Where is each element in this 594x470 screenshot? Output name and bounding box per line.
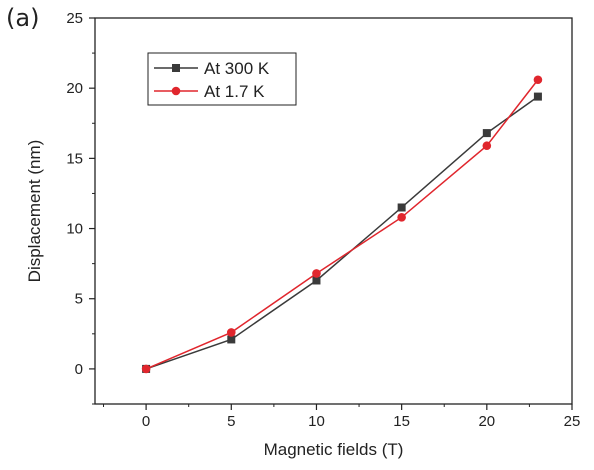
data-point: [482, 141, 492, 151]
y-axis-title: Displacement (nm): [25, 140, 44, 283]
data-point: [533, 75, 543, 85]
x-axis-ticks: 0 5 10 15 20 25: [103, 404, 581, 430]
data-point: [227, 335, 236, 344]
legend-box: [147, 52, 297, 106]
series-at-300k: [142, 92, 542, 373]
x-tick-label: 25: [564, 413, 581, 430]
series-line: [145, 79, 539, 370]
panel-label: (a): [6, 4, 40, 32]
y-tick-label: 25: [66, 10, 83, 27]
legend-label: At 300 K: [204, 59, 270, 78]
data-point: [397, 203, 406, 212]
x-tick-label: 10: [308, 413, 325, 430]
y-tick-label: 10: [66, 221, 83, 238]
series-line: [145, 95, 539, 370]
y-axis-ticks: 0 5 10 15 20 25: [66, 10, 95, 405]
data-point: [533, 92, 542, 101]
plot-frame: [94, 17, 573, 405]
x-tick-label: 15: [393, 413, 410, 430]
data-point: [482, 129, 491, 138]
plot-area-border: [94, 17, 573, 405]
data-point: [141, 364, 151, 374]
x-tick-label: 5: [227, 413, 235, 430]
x-tick-label: 0: [142, 413, 150, 430]
legend-item: At 1.7 K: [154, 82, 265, 101]
data-point: [312, 276, 321, 285]
legend-item: At 300 K: [154, 59, 270, 78]
legend-marker: [172, 64, 180, 72]
series-at-1p7k: [141, 75, 543, 374]
legend: At 300 K At 1.7 K: [147, 52, 297, 106]
x-axis-title: Magnetic fields (T): [264, 440, 404, 459]
y-tick-label: 15: [66, 150, 83, 167]
x-tick-label: 20: [478, 413, 495, 430]
legend-label: At 1.7 K: [204, 82, 265, 101]
y-tick-label: 0: [75, 361, 83, 378]
y-tick-label: 5: [75, 291, 83, 308]
data-point: [397, 213, 406, 222]
data-point: [312, 269, 321, 278]
series-layer: [141, 75, 543, 374]
legend-marker: [171, 86, 181, 96]
data-point: [226, 328, 236, 337]
y-tick-label: 20: [66, 80, 83, 97]
